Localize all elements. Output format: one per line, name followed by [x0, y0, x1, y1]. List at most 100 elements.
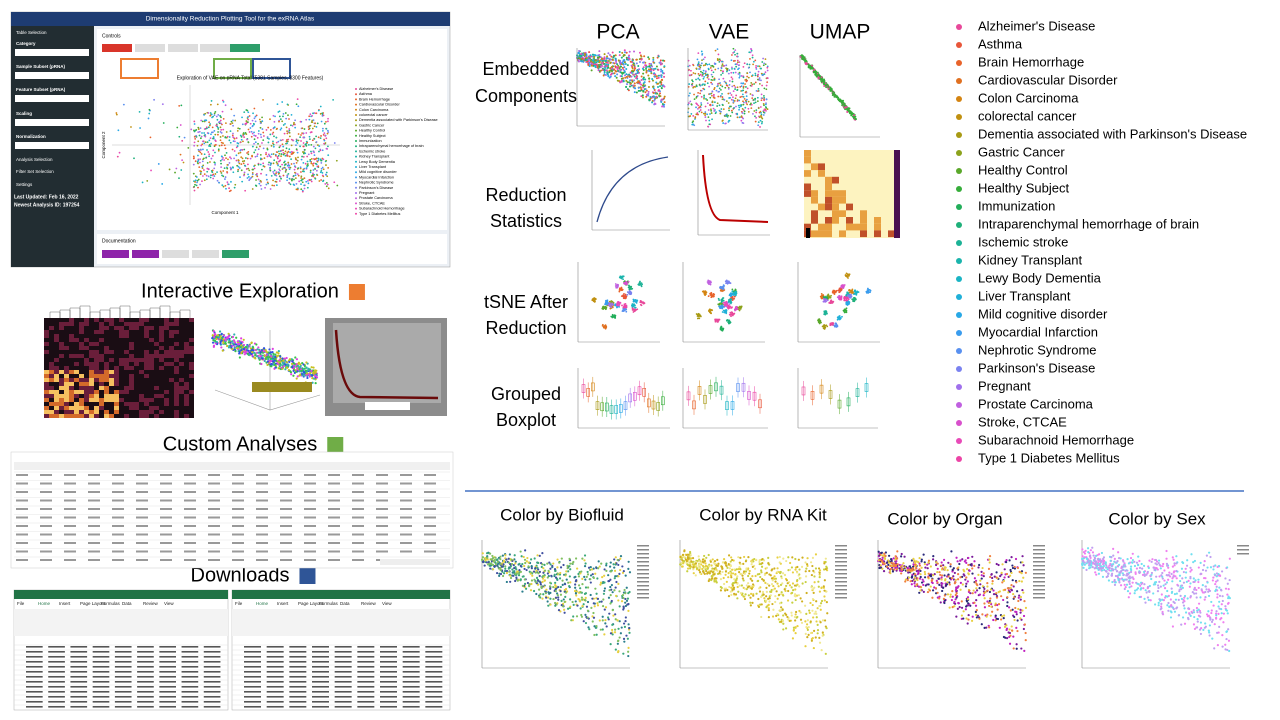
scatter-dot	[643, 302, 645, 304]
heatmap-cell	[44, 386, 49, 390]
scatter-dot	[602, 57, 605, 60]
table-cell-text	[88, 533, 100, 536]
scatter-dot	[642, 77, 645, 80]
scatter-dot	[613, 54, 616, 57]
scatter-dot	[731, 78, 734, 80]
table-cell-text	[184, 474, 196, 476]
scatter-dot	[274, 174, 276, 176]
scatter-dot	[757, 124, 760, 127]
scatter-dot	[707, 116, 710, 119]
heatmap-cell	[99, 354, 104, 358]
heatmap-cell	[99, 322, 104, 326]
cell-text	[26, 656, 43, 658]
table-cell-text	[64, 482, 76, 485]
heatmap-cell	[832, 210, 839, 217]
scatter-dot	[287, 138, 290, 141]
scatter-dot	[336, 184, 339, 187]
method-header: VAE	[709, 21, 749, 44]
scatter-dot	[302, 161, 305, 164]
heatmap-cell	[94, 350, 99, 354]
scatter-dot	[687, 102, 690, 104]
scatter-dot	[247, 118, 250, 121]
scatter-dot	[711, 75, 714, 78]
heatmap-cell	[169, 354, 174, 358]
heatmap-cell	[124, 362, 129, 366]
heatmap-cell	[114, 410, 119, 414]
cell-text	[203, 656, 221, 658]
scatter-dot	[295, 188, 298, 191]
scatter-dot	[618, 54, 621, 57]
scatter-dot	[212, 335, 216, 339]
heatmap-cell	[124, 330, 129, 334]
scatter-dot	[292, 362, 296, 365]
heatmap-cell	[99, 386, 104, 390]
scatter-dot	[281, 163, 283, 166]
scatter-dot	[226, 167, 229, 170]
heatmap-cell	[99, 406, 104, 410]
legend-label: Type 1 Diabetes Mellitus	[359, 212, 400, 216]
scatter-dot	[256, 136, 259, 139]
scatter-dot	[744, 91, 747, 94]
scatter-dot	[647, 69, 650, 72]
scatter-dot	[749, 71, 751, 74]
scatter-dot	[584, 59, 587, 62]
legend-label: Liver Transplant	[359, 165, 387, 169]
cell-text	[244, 661, 261, 663]
cell-text	[114, 686, 132, 688]
scatter-dot	[693, 124, 696, 127]
scatter-dot	[276, 127, 278, 130]
scatter-dot	[625, 85, 628, 88]
cell-text	[159, 646, 176, 648]
scatter-dot	[655, 75, 658, 78]
scatter-dot	[601, 59, 604, 62]
table-cell-text	[280, 525, 292, 527]
scatter-dot	[273, 126, 276, 129]
scatter-dot	[718, 78, 721, 81]
scatter-dot	[224, 339, 227, 342]
scatter-dot	[246, 157, 249, 160]
scatter-dot	[215, 115, 218, 118]
cell-text	[266, 686, 284, 688]
scatter-dot	[201, 140, 204, 143]
scatter-dot	[247, 176, 250, 178]
scatter-dot	[648, 77, 651, 80]
scatter-dot	[610, 67, 613, 70]
heatmap-cell	[94, 354, 99, 358]
scatter-dot	[726, 67, 729, 70]
scatter-dot	[326, 175, 329, 178]
table-cell-text	[256, 482, 268, 485]
scatter-dot	[246, 138, 248, 141]
scatter-dot	[697, 72, 700, 75]
scatter-dot	[605, 59, 608, 62]
ribbon-tab: File	[17, 601, 25, 606]
scatter-dot	[305, 118, 308, 121]
scatter-dot	[757, 70, 760, 73]
table-cell-text	[328, 559, 340, 561]
heatmap-cell	[99, 378, 104, 382]
scatter-dot	[742, 76, 745, 79]
scatter-dot	[698, 313, 701, 316]
cell-text	[181, 661, 199, 663]
scatter-dot	[589, 54, 592, 57]
scatter-dot	[631, 72, 634, 75]
heatmap-cell	[119, 326, 124, 330]
scatter-dot	[703, 97, 705, 100]
scatter-dot	[727, 102, 730, 104]
heatmap-cell	[44, 410, 49, 414]
scatter-dot	[608, 304, 610, 306]
ribbon-tab: Data	[340, 601, 350, 606]
scatter-dot	[279, 169, 281, 172]
scatter-dot	[702, 69, 705, 72]
scatter-dot	[732, 60, 735, 62]
scatter-dot	[242, 348, 245, 351]
scatter-dot	[295, 358, 299, 361]
scatter-dot	[269, 118, 271, 121]
scatter-dot	[228, 190, 231, 193]
legend-dot	[355, 103, 357, 106]
scatter-dot	[138, 111, 141, 113]
cell-text	[92, 666, 110, 668]
color-scale	[894, 150, 900, 238]
heatmap-cell	[64, 322, 69, 326]
scatter-dot	[691, 79, 693, 82]
scatter-dot	[307, 128, 310, 131]
